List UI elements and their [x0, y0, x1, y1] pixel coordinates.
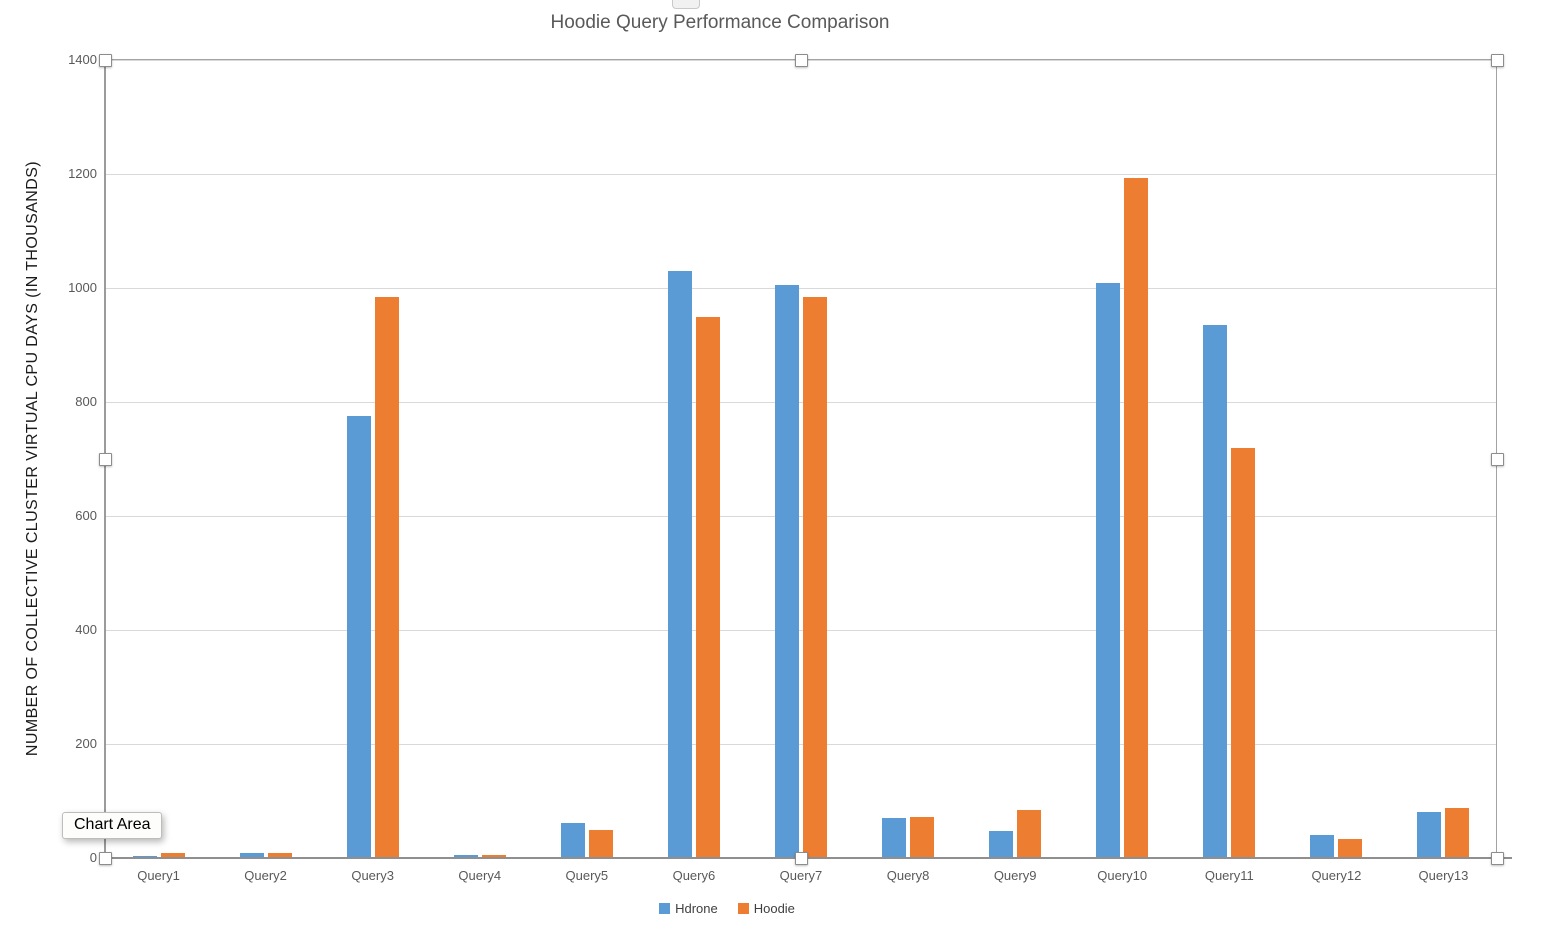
bar-hoodie-query2[interactable]	[267, 853, 292, 858]
chart-area-tooltip: Chart Area	[62, 812, 163, 839]
legend-label-hoodie: Hoodie	[753, 901, 795, 916]
selection-handle-mid-left[interactable]	[98, 452, 112, 466]
selection-handle-top-center[interactable]	[794, 53, 808, 67]
bar-hoodie-query12[interactable]	[1338, 839, 1363, 858]
partial-selection-handle[interactable]	[672, 0, 700, 9]
y-tick-label-800[interactable]: 800	[75, 394, 97, 409]
gridline-600	[105, 516, 1497, 517]
selection-handle-bottom-left[interactable]	[98, 851, 112, 865]
bar-hdrone-query11[interactable]	[1203, 325, 1228, 858]
bar-hoodie-query7[interactable]	[803, 296, 827, 858]
selection-handle-top-left[interactable]	[98, 53, 112, 67]
bar-hdrone-query2[interactable]	[239, 852, 264, 858]
gridline-800	[105, 402, 1497, 403]
bar-hoodie-query13[interactable]	[1445, 807, 1470, 858]
bar-hoodie-query10[interactable]	[1124, 177, 1149, 858]
x-category-label-query13[interactable]: Query13	[1418, 868, 1469, 883]
legend-swatch-hdrone	[659, 903, 671, 914]
gridline-400	[105, 630, 1497, 631]
selection-handle-bottom-right[interactable]	[1490, 851, 1504, 865]
x-category-label-query5[interactable]: Query5	[565, 868, 609, 883]
x-category-label-query1[interactable]: Query1	[137, 868, 180, 883]
bar-hdrone-query3[interactable]	[346, 416, 371, 858]
gridline-1000	[105, 288, 1497, 289]
x-category-label-query7[interactable]: Query7	[779, 868, 823, 883]
x-category-label-query6[interactable]: Query6	[672, 868, 716, 883]
bar-hoodie-query6[interactable]	[695, 316, 720, 858]
bar-hoodie-query5[interactable]	[588, 829, 613, 858]
bar-hdrone-query6[interactable]	[667, 270, 692, 858]
bar-hdrone-query10[interactable]	[1096, 283, 1121, 858]
x-category-label-query9[interactable]: Query9	[993, 868, 1037, 883]
x-category-label-query2[interactable]: Query2	[244, 868, 287, 883]
bar-hdrone-query12[interactable]	[1310, 835, 1335, 858]
legend-label-hdrone: Hdrone	[675, 901, 718, 916]
bar-hoodie-query4[interactable]	[481, 855, 506, 858]
x-category-label-query3[interactable]: Query3	[351, 868, 394, 883]
bar-hoodie-query3[interactable]	[374, 296, 399, 858]
plot-area-selection-border[interactable]	[104, 59, 1497, 858]
x-axis-line[interactable]	[104, 857, 1512, 859]
y-tick-label-0[interactable]: 0	[89, 850, 97, 865]
legend-swatch-hoodie	[737, 903, 749, 914]
bar-hdrone-query13[interactable]	[1417, 812, 1442, 858]
selection-handle-mid-right[interactable]	[1490, 452, 1504, 466]
bar-hoodie-query8[interactable]	[910, 816, 935, 858]
selection-handle-bottom-center[interactable]	[794, 851, 808, 865]
y-tick-label-1000[interactable]: 1000	[68, 280, 97, 295]
chart-title[interactable]: Hoodie Query Performance Comparison	[550, 12, 890, 33]
y-axis-title-text: NUMBER OF COLLECTIVE CLUSTER VIRTUAL CPU…	[24, 161, 41, 757]
x-category-label-query4[interactable]: Query4	[458, 868, 502, 883]
selection-handle-top-right[interactable]	[1490, 53, 1504, 67]
bar-hoodie-query1[interactable]	[160, 853, 185, 858]
tooltip-label: Chart Area	[74, 816, 151, 833]
legend[interactable]: Hdrone Hoodie	[0, 901, 1454, 916]
bar-hdrone-query1[interactable]	[132, 855, 157, 858]
y-tick-label-200[interactable]: 200	[75, 736, 97, 751]
y-tick-label-400[interactable]: 400	[75, 622, 97, 637]
y-tick-label-1200[interactable]: 1200	[68, 166, 97, 181]
bar-hoodie-query11[interactable]	[1231, 447, 1256, 858]
x-category-label-query8[interactable]: Query8	[886, 868, 930, 883]
x-category-label-query11[interactable]: Query11	[1204, 868, 1254, 883]
bar-hdrone-query9[interactable]	[989, 831, 1014, 858]
bar-hdrone-query8[interactable]	[882, 818, 907, 858]
bar-hdrone-query5[interactable]	[560, 822, 585, 858]
bar-hoodie-query9[interactable]	[1017, 809, 1042, 858]
x-category-label-query10[interactable]: Query10	[1097, 868, 1148, 883]
gridline-200	[105, 744, 1497, 745]
bar-hdrone-query4[interactable]	[453, 855, 478, 858]
legend-item-hdrone[interactable]: Hdrone	[659, 901, 718, 916]
y-tick-label-600[interactable]: 600	[75, 508, 97, 523]
y-tick-label-1400[interactable]: 1400	[68, 52, 97, 67]
x-category-label-query12[interactable]: Query12	[1311, 868, 1362, 883]
bar-hdrone-query7[interactable]	[775, 285, 799, 858]
gridline-1200	[105, 174, 1497, 175]
legend-item-hoodie[interactable]: Hoodie	[737, 901, 795, 916]
